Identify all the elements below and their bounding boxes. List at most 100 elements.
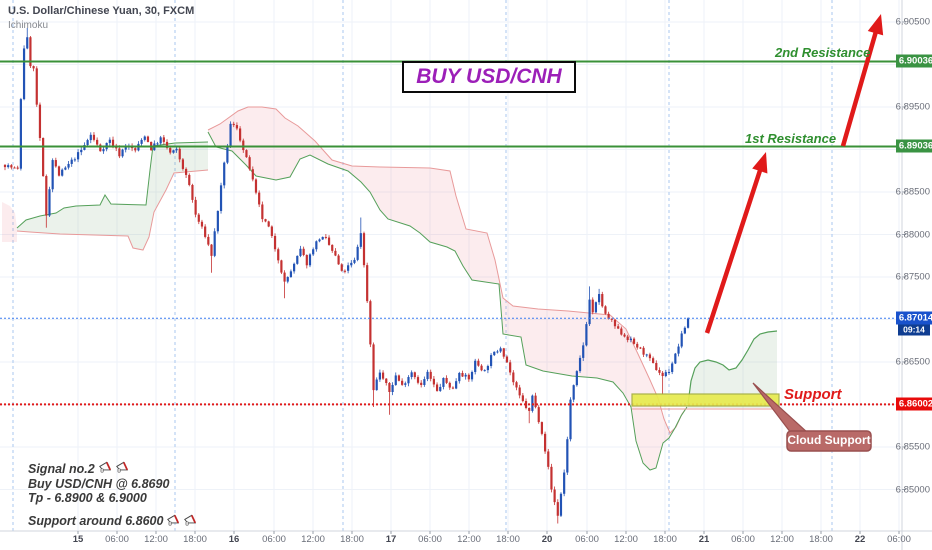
signal-note-drawing[interactable]: Signal no.2 Buy USD/CNH @ 6.8690 Tp - 6.…	[28, 461, 197, 529]
support-zone-drawing[interactable]	[631, 393, 780, 407]
buy-banner-drawing[interactable]: BUY USD/CNH	[402, 61, 576, 93]
candle-body	[188, 174, 191, 185]
candle-body	[327, 237, 331, 245]
candle-body	[296, 255, 299, 264]
candle-body	[89, 134, 92, 141]
megaphone-icon	[183, 514, 197, 530]
price-tick-label: 6.88000	[895, 229, 930, 240]
candle-body	[543, 433, 547, 452]
candle-body	[178, 148, 181, 160]
candle-body	[512, 372, 515, 383]
candle-body	[210, 244, 213, 256]
candle-body	[83, 145, 86, 150]
candle-body	[134, 148, 137, 151]
signal-text: Tp - 6.8900 & 6.9000	[28, 491, 147, 505]
candle-body	[283, 272, 286, 282]
candle-body	[229, 123, 232, 146]
up-arrow-drawing[interactable]	[704, 162, 765, 334]
candle-body	[493, 351, 496, 356]
resistance2-label[interactable]: 2nd Resistance	[775, 45, 871, 60]
candle-body	[286, 277, 289, 282]
candle-body	[312, 249, 315, 255]
candle-body	[413, 372, 416, 378]
time-label: 18:00	[183, 534, 207, 545]
candle-body	[524, 401, 528, 408]
candle-body	[258, 192, 261, 205]
candle-body	[277, 249, 280, 261]
candle-body	[528, 407, 531, 411]
time-label: 06:00	[731, 534, 755, 545]
candle-body	[674, 353, 677, 364]
candle-body	[29, 37, 32, 67]
candle-body	[594, 302, 598, 313]
time-label: 12:00	[614, 534, 638, 545]
candle-body	[483, 370, 486, 372]
candle-body	[270, 226, 273, 236]
candle-body	[70, 159, 73, 164]
candle-body	[388, 383, 391, 392]
candle-body	[191, 184, 194, 200]
time-label: 06:00	[887, 534, 911, 545]
candle-body	[585, 324, 588, 346]
candle-body	[620, 328, 623, 335]
time-label: 16	[228, 534, 240, 545]
candle-body	[451, 387, 455, 389]
price-tick-label: 6.86500	[895, 356, 930, 368]
candle-body	[340, 264, 343, 271]
signal-text: Support around 6.8600	[28, 514, 164, 528]
candle-body	[572, 385, 575, 400]
candle-body	[16, 167, 19, 169]
candle-body	[331, 244, 334, 251]
candle-body	[442, 377, 445, 387]
candle-body	[575, 371, 578, 386]
candle-body	[667, 371, 671, 373]
candle-body	[321, 236, 324, 240]
candle-body	[35, 68, 38, 105]
candle-body	[480, 365, 483, 371]
candle-body	[54, 160, 57, 167]
candle-body	[385, 378, 388, 384]
candle-body	[401, 380, 404, 385]
candle-body	[486, 366, 490, 371]
up-arrow-drawing[interactable]	[840, 24, 880, 147]
time-label: 17	[385, 534, 397, 545]
candle-body	[143, 136, 146, 140]
bar-countdown: 09:14	[898, 324, 930, 336]
candle-body	[102, 149, 105, 152]
candle-body	[607, 313, 610, 319]
time-axis[interactable]: 15 06:00 12:00 18:00 16 06:00 12:00 18:00 17 06:0…	[0, 534, 911, 550]
indicator-label[interactable]: Ichimoku	[8, 20, 49, 31]
candle-body	[391, 384, 394, 392]
candle-body	[432, 378, 435, 385]
symbol-title[interactable]: U.S. Dollar/Chinese Yuan, 30, FXCM	[8, 5, 195, 17]
signal-line-2: Buy USD/CNH @ 6.8690	[28, 477, 197, 492]
candle-body	[397, 375, 401, 381]
price-axis[interactable]: 6.90500 6.89500 6.88500 6.88000 6.87500 6.865…	[896, 0, 932, 531]
candle-body	[423, 379, 426, 385]
candle-body	[197, 214, 200, 222]
candle-body	[378, 372, 381, 380]
candle-body	[118, 148, 121, 157]
candle-body	[467, 374, 470, 380]
candle-body	[470, 371, 474, 380]
cloud-support-callout[interactable]: Cloud Support	[787, 433, 871, 447]
price-level-label-resistance-1: 6.89036	[896, 139, 932, 153]
candle-body	[76, 152, 80, 160]
time-label: 06:00	[575, 534, 599, 545]
candle-body	[242, 140, 245, 151]
time-label: 18:00	[496, 534, 520, 545]
time-label: 15	[72, 534, 84, 545]
candle-body	[515, 382, 518, 388]
candle-body	[604, 306, 607, 314]
candle-body	[613, 319, 617, 327]
candle-body	[26, 37, 29, 49]
time-label: 20	[541, 534, 553, 545]
callout-bubble[interactable]	[786, 430, 872, 452]
price-tick-label: 6.88500	[895, 186, 930, 198]
candle-body	[73, 159, 76, 161]
support-label[interactable]: Support	[784, 386, 842, 403]
candle-body	[324, 236, 327, 238]
megaphone-icon	[98, 461, 112, 477]
resistance1-label[interactable]: 1st Resistance	[745, 131, 837, 146]
